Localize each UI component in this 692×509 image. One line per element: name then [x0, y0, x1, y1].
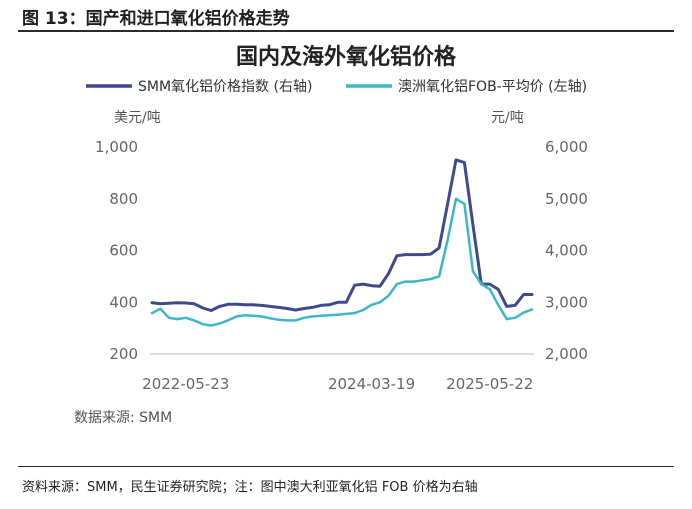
x-tick-label: 2025-05-22 [446, 375, 533, 393]
left-tick-label: 200 [109, 345, 138, 363]
left-tick-label: 400 [109, 293, 138, 311]
right-axis-unit: 元/吨 [491, 110, 524, 126]
series-line-smm [150, 158, 534, 312]
bottom-divider [18, 466, 674, 467]
legend-label-smm: SMM氧化铝价格指数 (右轴) [138, 79, 312, 95]
data-source: 数据来源: SMM [74, 410, 172, 426]
legend-label-fob: 澳洲氧化铝FOB-平均价 (左轴) [398, 79, 587, 95]
figure-caption: 图 13：国产和进口氧化铝价格走势 [22, 9, 290, 29]
series-line-fob [150, 197, 534, 327]
right-tick-label: 2,000 [545, 345, 588, 363]
left-tick-label: 1,000 [95, 138, 138, 156]
left-axis-unit: 美元/吨 [114, 110, 161, 126]
right-tick-label: 5,000 [545, 190, 588, 208]
legend: SMM氧化铝价格指数 (右轴) 澳洲氧化铝FOB-平均价 (左轴) [86, 79, 587, 95]
footer-note: 资料来源：SMM，民生证券研究院；注：图中澳大利亚氧化铝 FOB 价格为右轴 [22, 480, 478, 495]
chart-title: 国内及海外氧化铝价格 [236, 44, 457, 70]
series-layer [150, 158, 534, 327]
right-tick-label: 3,000 [545, 293, 588, 311]
left-tick-label: 600 [109, 242, 138, 260]
x-axis-ticks: 2022-05-23 2024-03-19 2025-05-22 [142, 375, 533, 393]
right-tick-label: 6,000 [545, 138, 588, 156]
right-tick-label: 4,000 [545, 242, 588, 260]
left-tick-label: 800 [109, 190, 138, 208]
right-axis-ticks: 2,000 3,000 4,000 5,000 6,000 [545, 138, 588, 363]
x-tick-label: 2024-03-19 [328, 375, 415, 393]
left-axis-ticks: 200 400 600 800 1,000 [95, 138, 138, 363]
top-divider [18, 30, 674, 32]
x-tick-label: 2022-05-23 [142, 375, 229, 393]
